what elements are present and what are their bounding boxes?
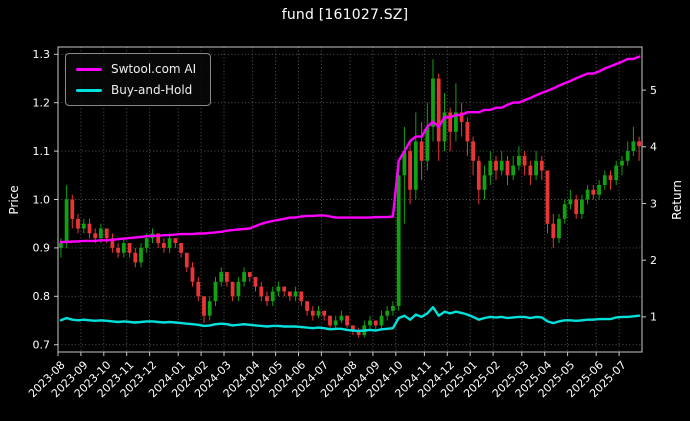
chart-title: fund [161027.SZ] bbox=[281, 7, 409, 23]
return-axis-label: Return bbox=[670, 180, 684, 220]
svg-text:2: 2 bbox=[650, 254, 657, 267]
buy-and-hold-line-swatch bbox=[76, 88, 102, 92]
svg-text:1.3: 1.3 bbox=[33, 48, 51, 61]
svg-text:1.2: 1.2 bbox=[33, 97, 51, 110]
legend: Swtool.com AI Buy-and-Hold bbox=[65, 53, 212, 106]
ai-line-swatch bbox=[76, 67, 102, 71]
svg-text:1: 1 bbox=[650, 311, 657, 324]
svg-text:0.8: 0.8 bbox=[33, 290, 51, 303]
legend-item-bh: Buy-and-Hold bbox=[76, 83, 196, 97]
svg-text:1.0: 1.0 bbox=[33, 193, 51, 206]
svg-text:0.7: 0.7 bbox=[33, 339, 51, 352]
price-axis-label: Price bbox=[7, 185, 21, 215]
svg-text:5: 5 bbox=[650, 84, 657, 97]
svg-text:0.9: 0.9 bbox=[33, 242, 51, 255]
legend-label-ai: Swtool.com AI bbox=[111, 62, 197, 76]
legend-label-bh: Buy-and-Hold bbox=[111, 83, 193, 97]
legend-item-ai: Swtool.com AI bbox=[76, 62, 196, 76]
svg-text:4: 4 bbox=[650, 141, 657, 154]
svg-text:3: 3 bbox=[650, 197, 657, 210]
svg-text:1.1: 1.1 bbox=[33, 145, 51, 158]
